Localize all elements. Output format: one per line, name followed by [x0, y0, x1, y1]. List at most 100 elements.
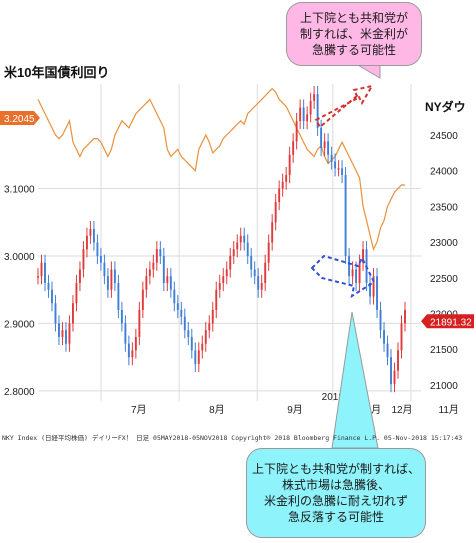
- yield-candle-body: [78, 269, 81, 283]
- y-left-tick-label: 3.1000: [4, 185, 35, 196]
- yield-candle-body: [169, 276, 172, 290]
- yield-candle-body: [89, 229, 92, 236]
- yield-candle-body: [197, 350, 200, 364]
- blue-dashed-arrow: [310, 254, 376, 299]
- yield-candle-body: [138, 309, 141, 337]
- yield-candle-body: [288, 154, 291, 176]
- yield-candle-body: [208, 323, 211, 331]
- yield-candle-body: [51, 289, 53, 304]
- yield-candle-body: [243, 235, 246, 243]
- yield-candle-body: [327, 141, 330, 155]
- yield-candle-body: [229, 255, 232, 270]
- yield-candle-body: [155, 249, 158, 263]
- yield-candle-body: [176, 303, 179, 310]
- yield-candle-body: [372, 276, 375, 297]
- yield-candle-body: [68, 323, 71, 344]
- yield-candle-body: [92, 229, 95, 243]
- yield-candle-body: [302, 107, 305, 122]
- callout-top-pointer: [354, 63, 381, 79]
- yield-candle-body: [257, 276, 260, 290]
- yield-candle-body: [400, 323, 403, 351]
- yield-candle-body: [82, 249, 85, 270]
- yield-candle-body: [183, 316, 186, 331]
- yield-candle-body: [285, 175, 288, 182]
- yield-candle-body: [299, 107, 302, 122]
- yield-candle-body: [190, 336, 193, 351]
- yield-candle-body: [239, 235, 242, 243]
- y-right-tick-label: 21000: [430, 381, 458, 392]
- yield-candle-body: [404, 309, 406, 324]
- yield-candle-body: [264, 262, 267, 283]
- yield-candle-body: [148, 269, 151, 277]
- yield-candle-body: [309, 100, 312, 115]
- y-right-tick-label: 21500: [430, 345, 458, 356]
- yield-candle-body: [358, 262, 361, 283]
- yield-candle-body: [187, 330, 190, 337]
- yield-candle-body: [253, 269, 256, 277]
- yield-candle-body: [376, 276, 378, 310]
- y-right-tick-label: 23500: [430, 202, 458, 213]
- callout-top-line-3: 急騰する可能性: [311, 43, 396, 57]
- yield-candle-body: [145, 276, 148, 290]
- yield-candle-body: [85, 235, 88, 250]
- yield-candle-body: [113, 269, 116, 283]
- yield-candle-body: [390, 357, 392, 385]
- yield-candle-body: [362, 249, 365, 263]
- yield-candle-body: [383, 330, 385, 344]
- yield-candles: [37, 86, 406, 393]
- yield-candle-body: [127, 343, 130, 358]
- yield-candle-body: [152, 262, 155, 270]
- callout-top-line-2: 制すれば、米金利が: [299, 27, 408, 41]
- x-tick-label: 7月: [131, 404, 147, 416]
- yield-candle-body: [351, 269, 354, 277]
- yield-candle-body: [75, 282, 78, 304]
- chart-title-right: NYダウ: [425, 100, 466, 114]
- yield-candle-body: [320, 127, 323, 149]
- callout-bottom-line-4: 急反落する可能性: [287, 510, 384, 524]
- yield-candle-body: [292, 141, 295, 155]
- x-tick-label: 9月: [287, 404, 303, 416]
- yield-candle-body: [131, 350, 134, 358]
- chart-title-left: 米10年国債利回り: [4, 65, 110, 80]
- annotation-arrows: [310, 63, 381, 449]
- y-left-tick-label: 3.0000: [4, 252, 35, 263]
- yield-candle-body: [58, 323, 60, 337]
- yield-candle-body: [61, 330, 64, 337]
- yield-price-tag: [0, 111, 40, 126]
- yield-candle-body: [40, 262, 43, 277]
- yield-candle-body: [295, 121, 298, 142]
- yield-candle-body: [236, 242, 239, 250]
- callout-bottom: 上下院とも共和党が制すれば、 株式市場は急騰後、 米金利の急騰に耐え切れず 急反…: [246, 448, 426, 538]
- yield-candle-body: [267, 242, 270, 263]
- callout-bottom-line-1: 上下院とも共和党が制すれば、: [251, 462, 420, 476]
- yield-candle-body: [393, 370, 396, 385]
- yield-candle-body: [281, 181, 284, 189]
- x-tick-label: 8月: [209, 404, 225, 416]
- yield-candle-body: [99, 255, 102, 263]
- yield-candle-body: [222, 276, 225, 283]
- yield-candle-body: [379, 309, 382, 331]
- yield-candle-body: [323, 141, 326, 149]
- yield-candle-body: [337, 168, 340, 170]
- dow-line-series: [37, 87, 405, 252]
- y-right-tick-label: 24000: [430, 167, 458, 178]
- yield-candle-body: [134, 336, 137, 351]
- yield-candle-body: [194, 350, 197, 364]
- red-dashed-arrow: [314, 84, 375, 129]
- y-left-tick-label: 2.9000: [4, 319, 35, 330]
- yield-price-tag-label: 3.2045: [4, 114, 35, 125]
- yield-candle-body: [348, 255, 351, 277]
- yield-candle-body: [37, 276, 39, 278]
- yield-candle-body: [204, 330, 207, 344]
- yield-candle-body: [344, 175, 347, 256]
- y-right-tick-label: 24500: [430, 131, 458, 142]
- y-right-tick-label: 23000: [430, 238, 458, 249]
- yield-candle-body: [96, 242, 99, 256]
- yield-candle-body: [306, 114, 309, 122]
- dow-price-tag: [421, 314, 474, 329]
- yield-candle-body: [159, 249, 162, 256]
- x-tick-label: 12月: [391, 404, 412, 416]
- yield-candle-body: [71, 303, 74, 324]
- yield-candle-body: [201, 343, 204, 351]
- y-axis-left: 3.1000 3.0000 2.9000 2.8000: [4, 185, 35, 398]
